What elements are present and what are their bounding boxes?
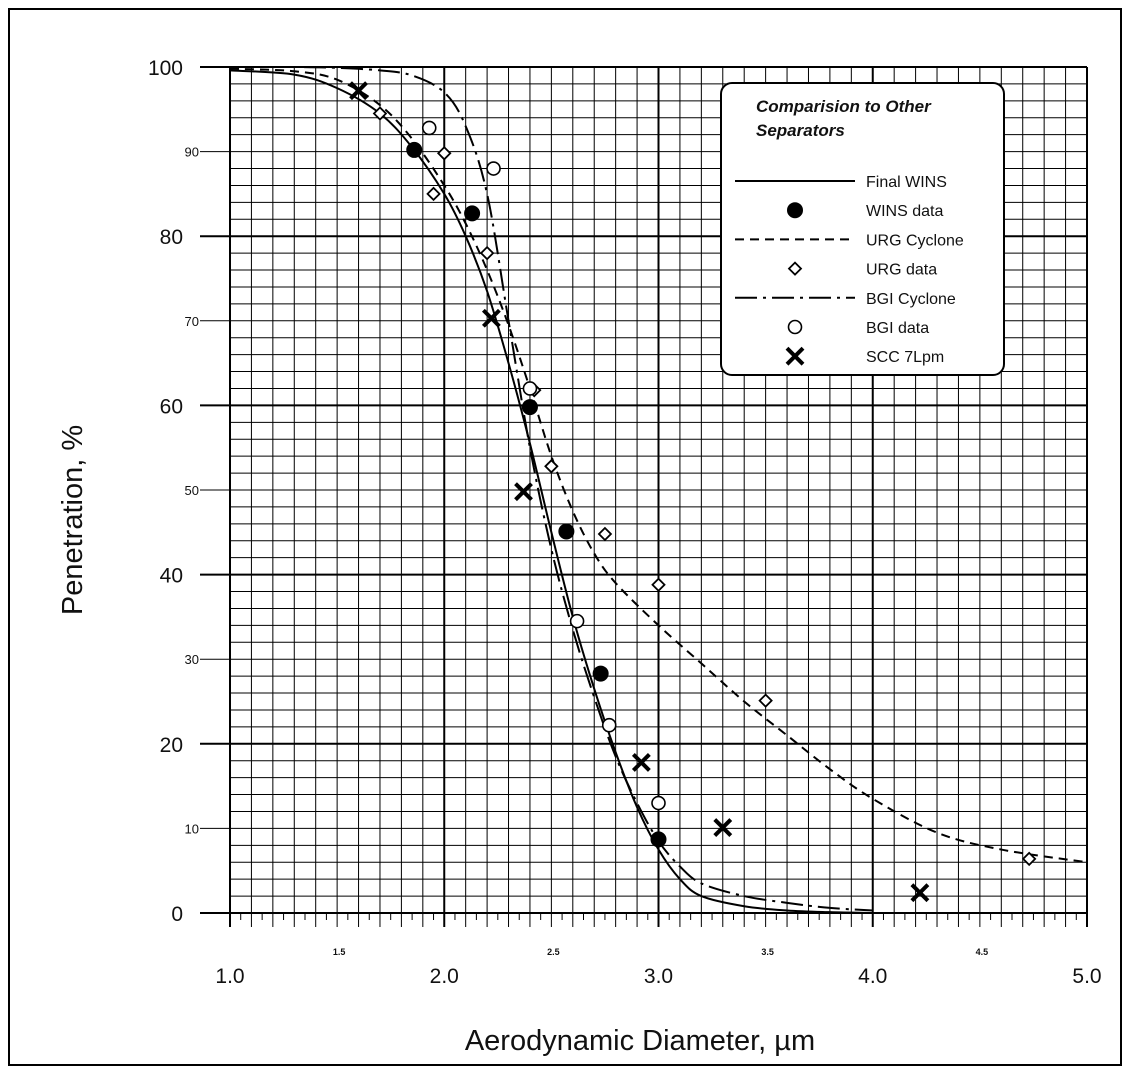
data-point-urg-data <box>426 186 441 202</box>
x-tick-label: 4.5 <box>976 947 989 957</box>
data-point-urg-data <box>1021 851 1037 867</box>
y-tick-label: 20 <box>160 734 183 757</box>
legend-label: BGI Cyclone <box>866 291 956 308</box>
x-axis-title: Aerodynamic Diameter, µm <box>465 1025 815 1057</box>
data-point-wins-data <box>406 141 423 158</box>
legend-items: Final WINS WINS data URG Cyclone URG data BG… <box>735 174 964 366</box>
legend-item: BGI Cyclone <box>735 291 956 308</box>
legend: Comparision to Other Separators Final WI… <box>720 82 1005 376</box>
data-point-urg-data <box>758 693 773 708</box>
y-tick-label: 60 <box>160 395 183 418</box>
outer-border <box>8 8 1122 1066</box>
legend-item: URG data <box>787 261 937 279</box>
data-point-scc-7lpm <box>910 883 930 903</box>
y-tick-label: 90 <box>185 145 199 160</box>
x-tick-label: 3.5 <box>761 947 774 957</box>
data-point-bgi-data <box>522 381 538 396</box>
y-axis-title: Penetration, % <box>57 425 89 615</box>
data-point-bgi-data <box>486 161 501 176</box>
legend-label: URG data <box>866 262 937 279</box>
legend-marker-swatch <box>787 319 803 335</box>
legend-marker-swatch <box>787 202 803 219</box>
legend-label: BGI data <box>866 320 929 337</box>
legend-label: WINS data <box>866 203 943 220</box>
x-tick-label: 2.0 <box>430 965 459 988</box>
data-point-wins-data <box>650 831 667 848</box>
legend-label: Final WINS <box>866 174 947 191</box>
legend-label: SCC 7Lpm <box>866 349 944 366</box>
data-point-wins-data <box>558 523 575 540</box>
y-tick-label: 50 <box>185 483 199 498</box>
x-tick-label: 4.0 <box>858 965 887 988</box>
data-point-scc-7lpm <box>514 482 533 502</box>
data-point-bgi-data <box>601 717 617 733</box>
series-layer <box>229 65 1088 914</box>
x-tick-label: 1.5 <box>333 947 346 957</box>
data-point-urg-data <box>436 146 452 161</box>
legend-item: Final WINS <box>735 174 947 191</box>
legend-label: URG Cyclone <box>866 232 964 249</box>
y-tick-label: 70 <box>185 314 199 329</box>
data-point-urg-data <box>372 106 388 121</box>
legend-item: WINS data <box>787 202 943 220</box>
tick-labels: 1.0 2.0 3.0 4.0 5.0 1.5 2.5 3.5 4.5 0 20 40 60 80 100 1… <box>148 57 1102 988</box>
legend-item: URG Cyclone <box>735 232 964 249</box>
x-tick-label: 1.0 <box>215 965 244 988</box>
legend-title-line-2: Separators <box>756 121 845 140</box>
data-point-wins-data <box>521 399 538 416</box>
series-line-urg-cyclone <box>229 67 1088 864</box>
data-point-urg-data <box>597 526 613 542</box>
y-tick-label: 100 <box>148 57 183 80</box>
legend-marker-swatch <box>787 261 803 276</box>
data-point-wins-data <box>464 205 481 222</box>
y-tick-label: 80 <box>160 226 183 249</box>
data-point-bgi-data <box>421 120 437 136</box>
data-point-bgi-data <box>651 795 666 811</box>
legend-title-line-1: Comparision to Other <box>756 97 932 116</box>
legend-item: SCC 7Lpm <box>785 346 944 366</box>
data-point-scc-7lpm <box>713 818 733 837</box>
data-point-scc-7lpm <box>349 81 368 101</box>
data-point-urg-data <box>479 245 495 261</box>
y-tick-label: 0 <box>171 903 183 926</box>
y-tick-label: 30 <box>185 652 199 667</box>
legend-marker-swatch <box>785 346 805 366</box>
y-tick-label: 10 <box>185 821 199 836</box>
x-tick-label: 5.0 <box>1072 965 1101 988</box>
data-point-scc-7lpm <box>481 308 501 328</box>
series-line-final-wins <box>229 69 873 914</box>
legend-box <box>720 82 1005 376</box>
data-point-wins-data <box>592 665 609 682</box>
x-tick-label: 3.0 <box>644 965 673 988</box>
data-point-scc-7lpm <box>631 752 651 772</box>
x-tick-label: 2.5 <box>547 947 560 957</box>
data-point-urg-data <box>544 459 559 474</box>
data-point-bgi-data <box>569 613 585 629</box>
legend-item: BGI data <box>787 319 929 337</box>
data-point-urg-data <box>651 577 666 593</box>
y-tick-label: 40 <box>160 565 183 588</box>
